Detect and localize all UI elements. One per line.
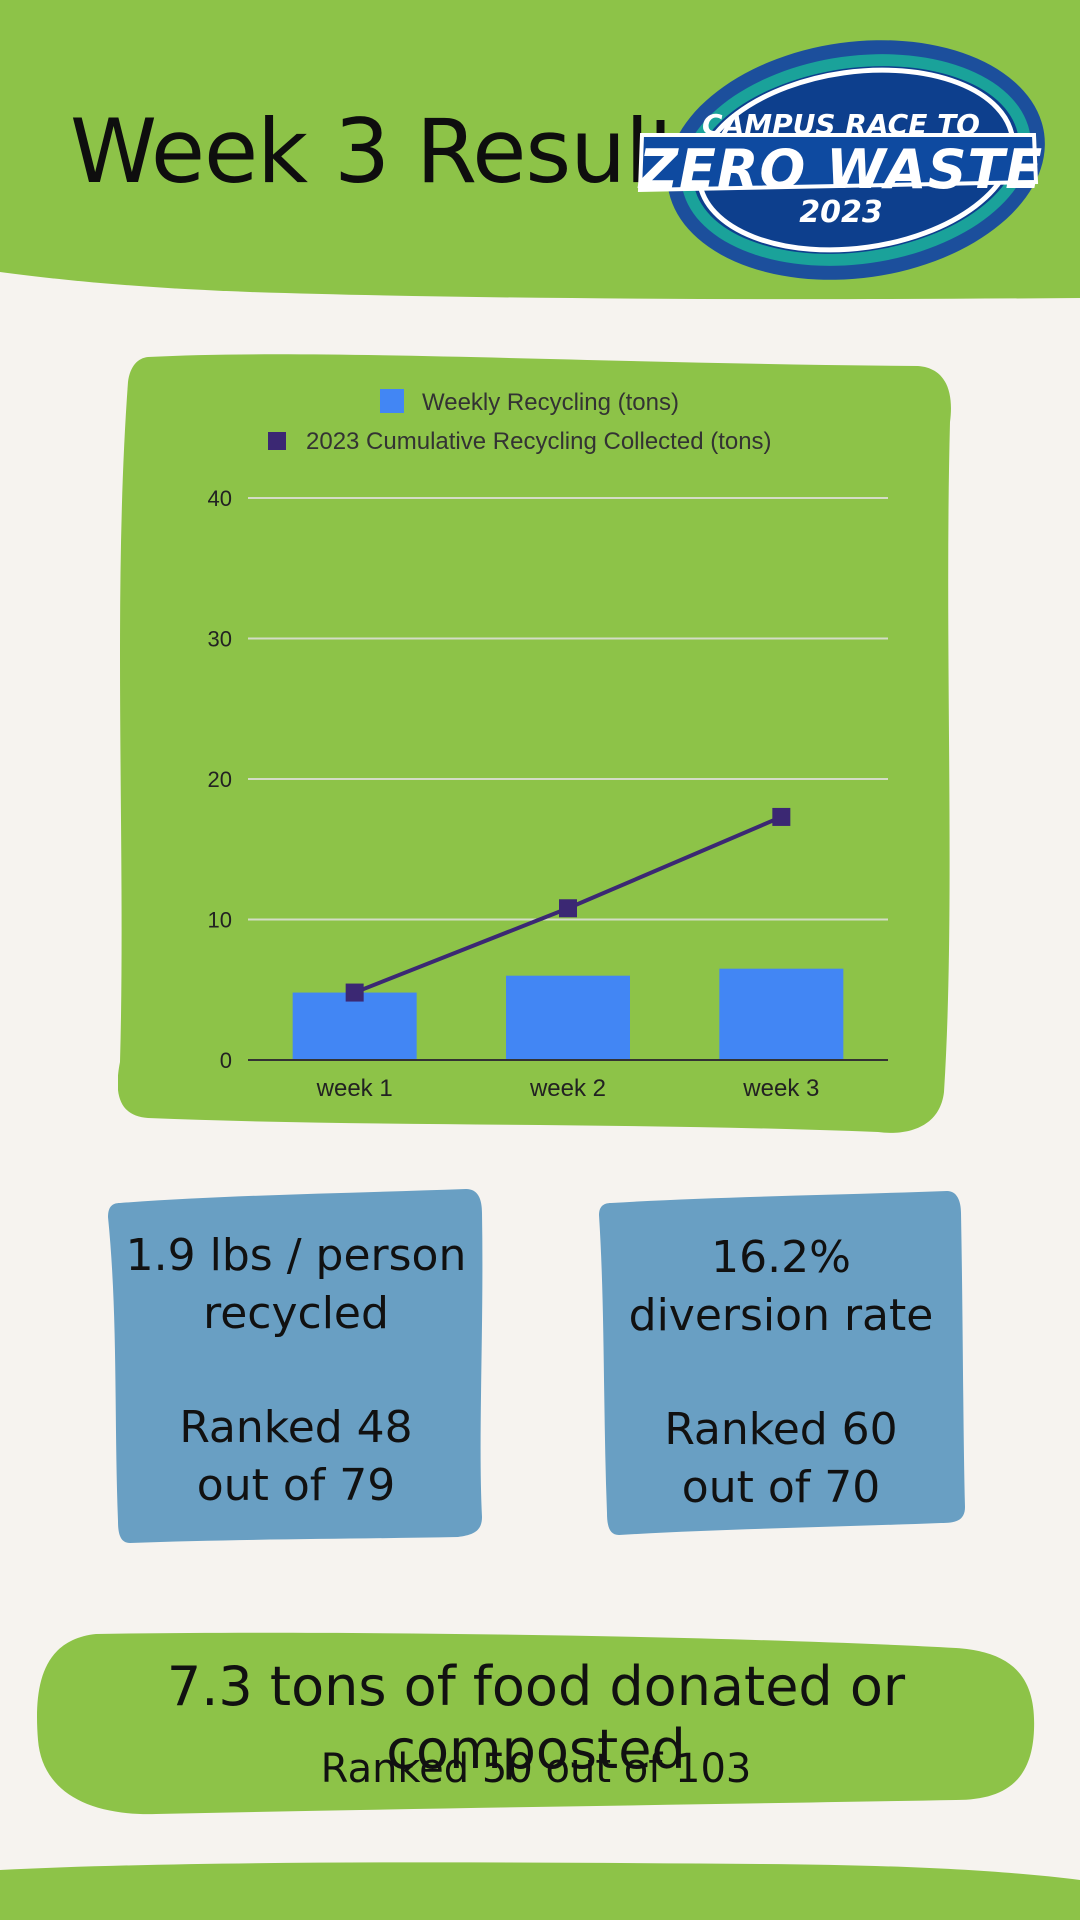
x-tick-label: week 3 xyxy=(742,1075,819,1102)
y-tick-label: 20 xyxy=(208,767,232,792)
card-bg xyxy=(599,1191,965,1535)
card-rank-line1: Ranked 48 xyxy=(179,1402,413,1453)
legend-swatch-line xyxy=(268,432,286,450)
chart-panel-bg xyxy=(118,354,951,1133)
campaign-logo: CAMPUS RACE TO ZERO WASTE 2023 xyxy=(636,40,1046,284)
y-tick-label: 0 xyxy=(220,1048,232,1073)
recycling-chart: 0 10 20 30 40 week 1 week 2 week 3 Weekly Recycl… xyxy=(118,354,951,1133)
card-bg xyxy=(108,1189,483,1543)
logo-text-main: ZERO WASTE xyxy=(638,138,1044,201)
legend-swatch-bar xyxy=(380,389,404,413)
stat-card-recycled: 1.9 lbs / person recycled Ranked 48 out … xyxy=(106,1187,486,1543)
card-rank-line2: out of 70 xyxy=(681,1462,881,1513)
card-stat-line2: recycled xyxy=(203,1288,389,1339)
x-tick-label: week 1 xyxy=(316,1075,393,1102)
bar xyxy=(506,975,630,1060)
bar xyxy=(292,992,417,1060)
legend-label-bar: Weekly Recycling (tons) xyxy=(422,389,679,416)
card-rank-line2: out of 79 xyxy=(196,1460,396,1511)
card-stat-line1: 16.2% xyxy=(711,1232,851,1283)
card-stat-line2: diversion rate xyxy=(628,1290,934,1341)
food-stat: 7.3 tons of food donated or composted xyxy=(166,1655,906,1781)
line-point xyxy=(772,807,791,826)
page-title: Week 3 Results xyxy=(70,100,728,203)
line-point xyxy=(345,983,364,1002)
logo-emblem xyxy=(637,40,1045,280)
food-rank: Ranked 50 out of 103 xyxy=(320,1746,752,1792)
y-tick-label: 40 xyxy=(208,486,232,511)
bar xyxy=(719,968,844,1060)
logo-text-year: 2023 xyxy=(799,195,883,230)
line-point xyxy=(559,899,577,918)
y-tick-label: 10 xyxy=(208,908,232,933)
stat-card-diversion: 16.2% diversion rate Ranked 60 out of 70 xyxy=(597,1189,965,1537)
card-rank-line1: Ranked 60 xyxy=(664,1404,898,1455)
logo-text-top: CAMPUS RACE TO xyxy=(702,108,980,141)
footer-band xyxy=(0,1862,1080,1920)
card-stat-line1: 1.9 lbs / person xyxy=(125,1230,467,1281)
x-tick-label: week 2 xyxy=(529,1075,606,1102)
legend-label-line: 2023 Cumulative Recycling Collected (ton… xyxy=(306,428,772,455)
food-panel xyxy=(37,1632,1035,1815)
y-tick-label: 30 xyxy=(208,627,232,652)
